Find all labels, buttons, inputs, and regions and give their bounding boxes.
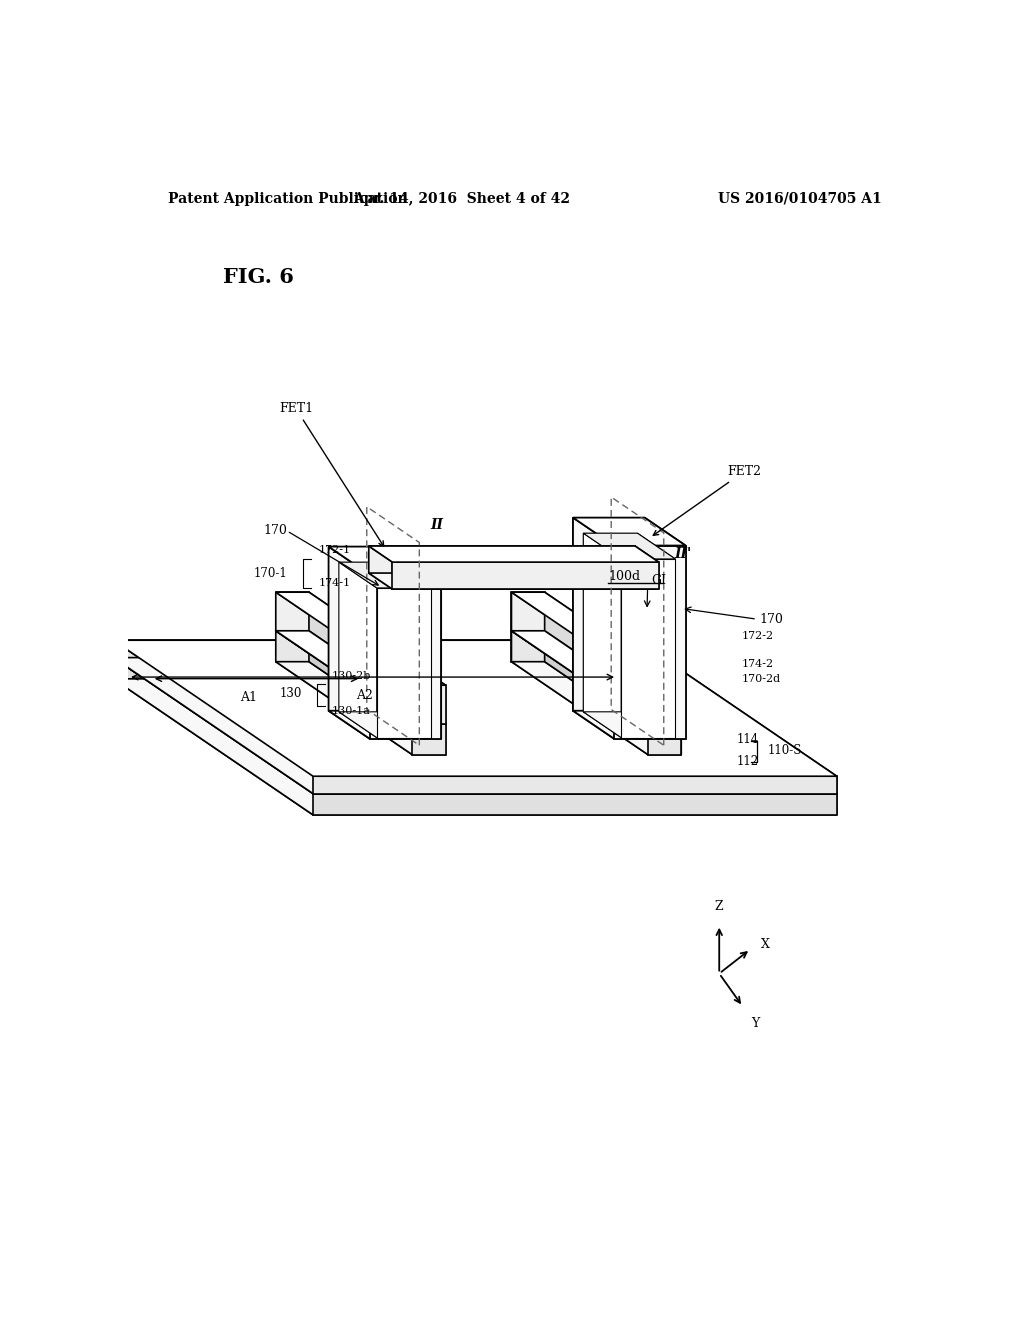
Text: A1: A1 <box>240 690 257 704</box>
Text: 170-1: 170-1 <box>254 566 288 579</box>
Text: 100d: 100d <box>608 569 640 582</box>
Polygon shape <box>275 593 309 631</box>
Text: US 2016/0104705 A1: US 2016/0104705 A1 <box>718 191 882 206</box>
Polygon shape <box>393 562 431 738</box>
Text: Z: Z <box>715 899 724 912</box>
Polygon shape <box>584 533 675 558</box>
Text: 130: 130 <box>280 688 302 700</box>
Polygon shape <box>114 640 313 793</box>
Polygon shape <box>511 661 681 755</box>
Polygon shape <box>114 657 837 793</box>
Text: 112: 112 <box>737 755 759 768</box>
Text: 170: 170 <box>760 612 783 626</box>
Text: 114: 114 <box>737 733 759 746</box>
Polygon shape <box>584 533 622 738</box>
Polygon shape <box>573 517 685 545</box>
Polygon shape <box>584 711 675 738</box>
Polygon shape <box>573 517 644 710</box>
Polygon shape <box>511 593 681 685</box>
Polygon shape <box>614 545 685 739</box>
Polygon shape <box>392 562 658 589</box>
Text: FET1: FET1 <box>279 401 384 546</box>
Polygon shape <box>329 546 370 739</box>
Polygon shape <box>275 631 445 723</box>
Polygon shape <box>313 776 837 793</box>
Text: A2: A2 <box>356 689 373 702</box>
Polygon shape <box>329 710 441 739</box>
Polygon shape <box>573 517 614 739</box>
Polygon shape <box>313 793 837 814</box>
Polygon shape <box>369 546 635 573</box>
Polygon shape <box>545 631 681 755</box>
Text: Apr. 14, 2016  Sheet 4 of 42: Apr. 14, 2016 Sheet 4 of 42 <box>353 191 569 206</box>
Polygon shape <box>413 685 445 723</box>
Polygon shape <box>309 631 445 755</box>
Polygon shape <box>511 631 681 723</box>
Polygon shape <box>584 533 637 711</box>
Polygon shape <box>370 574 441 739</box>
Text: GI: GI <box>651 574 667 587</box>
Polygon shape <box>511 593 545 631</box>
Polygon shape <box>545 593 681 723</box>
Polygon shape <box>413 723 445 755</box>
Polygon shape <box>644 517 685 739</box>
Text: 170-2d: 170-2d <box>741 675 780 684</box>
Polygon shape <box>637 533 675 738</box>
Polygon shape <box>648 685 681 723</box>
Text: II: II <box>430 519 443 532</box>
Polygon shape <box>309 593 445 723</box>
Polygon shape <box>275 661 445 755</box>
Polygon shape <box>329 546 400 710</box>
Polygon shape <box>275 593 445 685</box>
Polygon shape <box>369 546 658 562</box>
Polygon shape <box>648 723 681 755</box>
Text: 170: 170 <box>263 524 287 537</box>
Polygon shape <box>400 546 441 739</box>
Polygon shape <box>339 711 431 738</box>
Text: 174-1: 174-1 <box>318 578 350 587</box>
Polygon shape <box>511 631 648 755</box>
Polygon shape <box>275 593 413 723</box>
Polygon shape <box>511 593 648 723</box>
Polygon shape <box>339 562 377 738</box>
Polygon shape <box>369 573 658 589</box>
Polygon shape <box>275 631 413 755</box>
Polygon shape <box>339 562 393 711</box>
Text: 110-S: 110-S <box>767 744 802 756</box>
Polygon shape <box>114 657 637 678</box>
Polygon shape <box>114 640 637 657</box>
Polygon shape <box>377 587 431 738</box>
Polygon shape <box>511 631 681 723</box>
Polygon shape <box>275 631 309 661</box>
Polygon shape <box>511 631 545 661</box>
Text: FET2: FET2 <box>653 465 761 536</box>
Polygon shape <box>114 657 837 793</box>
Text: 172-2: 172-2 <box>741 631 773 642</box>
Polygon shape <box>635 546 658 589</box>
Polygon shape <box>114 678 837 814</box>
Text: Patent Application Publication: Patent Application Publication <box>168 191 408 206</box>
Polygon shape <box>275 631 445 723</box>
Text: FIG. 6: FIG. 6 <box>223 267 294 288</box>
Polygon shape <box>339 562 431 587</box>
Polygon shape <box>637 657 837 814</box>
Polygon shape <box>114 640 837 776</box>
Polygon shape <box>329 546 441 574</box>
Polygon shape <box>573 710 685 739</box>
Polygon shape <box>114 657 313 814</box>
Polygon shape <box>622 558 675 738</box>
Text: 130-2b: 130-2b <box>332 671 371 681</box>
Text: Y: Y <box>751 1016 759 1030</box>
Text: 172-1: 172-1 <box>318 545 350 554</box>
Text: X: X <box>761 937 770 950</box>
Polygon shape <box>637 640 837 793</box>
Text: 130-1a: 130-1a <box>332 706 371 717</box>
Text: II': II' <box>675 546 691 561</box>
Text: 174-2: 174-2 <box>741 659 773 669</box>
Polygon shape <box>369 546 392 589</box>
